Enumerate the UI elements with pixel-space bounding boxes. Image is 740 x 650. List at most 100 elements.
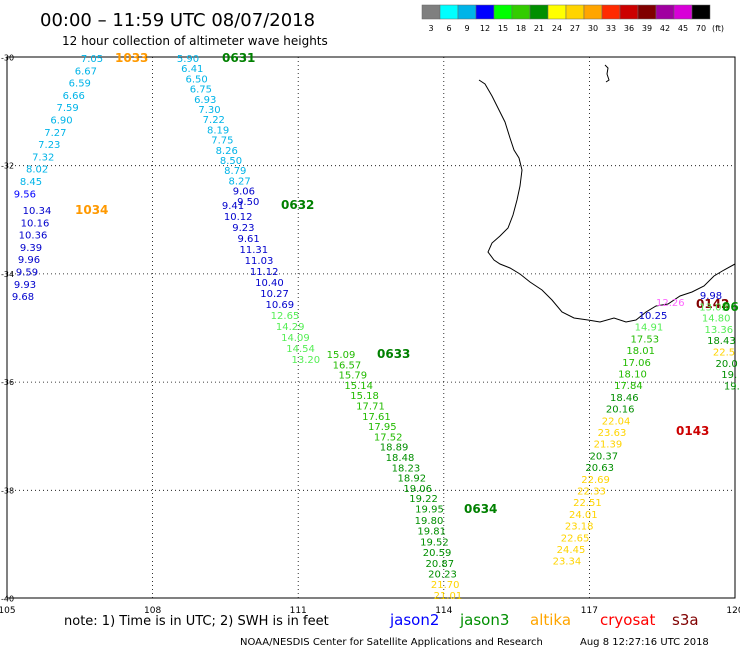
wave-height-label: 13.20: [291, 355, 320, 366]
latitude-tick-label: -34: [1, 270, 14, 279]
wave-height-label: 6.66: [63, 91, 85, 102]
wave-height-label: 10.69: [265, 300, 294, 311]
wave-height-label: 6.41: [181, 64, 203, 75]
satellite-altika-label: altika: [530, 611, 571, 629]
wave-height-label: 10.27: [260, 289, 289, 300]
wave-height-label: 10.12: [224, 212, 253, 223]
wave-height-legend: 3 6 9 12 15 18 21 24 27 30 33 36 39 42 45 70: [421, 4, 711, 33]
wave-height-label: 17.53: [630, 334, 659, 345]
wave-height-label: 8.02: [26, 165, 48, 176]
latitude-tick-label: -40: [1, 595, 14, 604]
footer-timestamp: Aug 8 12:27:16 UTC 2018: [580, 637, 709, 648]
wave-height-label: 6.59: [69, 79, 91, 90]
wave-height-label: 17.06: [622, 358, 651, 369]
wave-height-label: 22.65: [561, 533, 590, 544]
wave-height-label: 7.75: [211, 136, 233, 147]
legend-tick-label: 12: [480, 24, 490, 33]
wave-height-label: 23.18: [565, 522, 594, 533]
legend-tick-label: 21: [534, 24, 544, 33]
map-frame: [6, 56, 736, 599]
legend-swatch: [601, 4, 621, 20]
track-id-label: 0634: [464, 502, 497, 516]
wave-height-label: 7.23: [38, 140, 60, 151]
wave-height-label: 12.65: [271, 311, 300, 322]
wave-height-label: 18.89: [380, 443, 409, 454]
wave-height-label: 9.50: [237, 197, 259, 208]
wave-height-label: 23.34: [553, 557, 582, 568]
wave-height-label: 14.09: [281, 333, 310, 344]
legend-tick-label: 9: [464, 24, 469, 33]
wave-height-label: 8.19: [207, 125, 229, 136]
wave-height-label: 15.09: [327, 350, 356, 361]
track-id-label: 0633: [377, 347, 410, 361]
legend-swatch: [511, 4, 531, 20]
legend-tick-label: 30: [588, 24, 598, 33]
wave-height-label: 19.: [721, 370, 737, 381]
wave-height-label: 6.67: [75, 66, 97, 77]
satellite-key: jason2 jason3 altika cryosat s3a: [389, 611, 699, 629]
wave-height-label: 19.80: [415, 516, 444, 527]
wave-height-label: 19.22: [409, 494, 438, 505]
footer-credit: NOAA/NESDIS Center for Satellite Applica…: [240, 637, 543, 648]
wave-height-label: 20.0: [715, 359, 737, 370]
wave-height-label: 9.96: [18, 255, 40, 266]
wave-height-label: 6.50: [185, 74, 207, 85]
legend-swatch: [673, 4, 693, 20]
wave-height-label: 7.05: [81, 54, 103, 65]
legend-tick-label: 70: [696, 24, 706, 33]
wave-height-label: 9.06: [233, 187, 255, 198]
wave-height-label: 6.75: [190, 85, 212, 96]
track-1033: 1033 7.056.67 6.596.667.59 6.907.277.237.32…: [14, 51, 149, 200]
wave-height-label: 22.69: [581, 475, 610, 486]
wave-height-label: 19.95: [415, 505, 444, 516]
legend-tick-label: 3: [428, 24, 433, 33]
wave-height-label: 18.43: [707, 336, 736, 347]
legend-swatch: [457, 4, 477, 20]
wave-height-label: 20.16: [606, 405, 635, 416]
wave-height-label: 18.48: [386, 453, 415, 464]
wave-height-label: 11.03: [245, 256, 274, 267]
longitude-tick-label: 111: [290, 606, 307, 616]
map-title: 00:00 – 11:59 UTC 08/07/2018: [40, 10, 315, 31]
wave-height-label: 18.46: [610, 393, 639, 404]
wave-height-label: 9.59: [16, 268, 38, 279]
legend-tick-label: 42: [660, 24, 670, 33]
longitude-tick-label: 105: [0, 606, 16, 616]
wave-height-label: 20.59: [423, 548, 452, 559]
legend-swatch: [637, 4, 657, 20]
wave-height-label: 5.90: [177, 54, 199, 65]
wave-height-label: 15.14: [344, 381, 373, 392]
wave-height-label: 6.93: [194, 95, 216, 106]
wave-height-label: 21.70: [431, 580, 460, 591]
wave-height-label: 14.91: [635, 323, 664, 334]
latitude-tick-label: -30: [1, 54, 14, 63]
wave-height-label: 19.: [724, 381, 740, 392]
legend-swatch: [547, 4, 567, 20]
wave-height-label: 8.50: [220, 156, 242, 167]
longitude-tick-label: 114: [435, 606, 452, 616]
wave-height-label: 18.01: [626, 346, 655, 357]
legend-swatch: [619, 4, 639, 20]
wave-height-label: 7.27: [44, 128, 66, 139]
track-0634: 0634 19.8019.8119.5220.5920.8720.2321.702…: [415, 502, 498, 602]
track-id-label: 1033: [115, 51, 148, 65]
wave-height-label: 8.26: [216, 146, 238, 157]
wave-height-label: 18.23: [392, 463, 421, 474]
wave-height-label: 24.45: [557, 545, 586, 556]
wave-height-label: 19.06: [403, 484, 432, 495]
legend-tick-label: 18: [516, 24, 526, 33]
wave-height-label: 20.87: [425, 559, 454, 570]
partial-track-label: 06: [722, 300, 739, 314]
longitude-tick-label: 120: [726, 606, 740, 616]
wave-height-label: 10.40: [255, 278, 284, 289]
legend-tick-label: 45: [678, 24, 688, 33]
latitude-tick-label: -36: [1, 378, 14, 387]
latitude-tick-label: -32: [1, 162, 14, 171]
track-0633: 063315.0916.5715.7915.1415.1817.7117.611…: [327, 347, 444, 516]
wave-height-label: 9.56: [14, 189, 36, 200]
latitude-tick-label: -38: [1, 486, 14, 495]
track-id-label: 0142: [696, 297, 729, 311]
longitude-tick-label: 117: [581, 606, 598, 616]
wave-height-label: 10.16: [21, 218, 50, 229]
